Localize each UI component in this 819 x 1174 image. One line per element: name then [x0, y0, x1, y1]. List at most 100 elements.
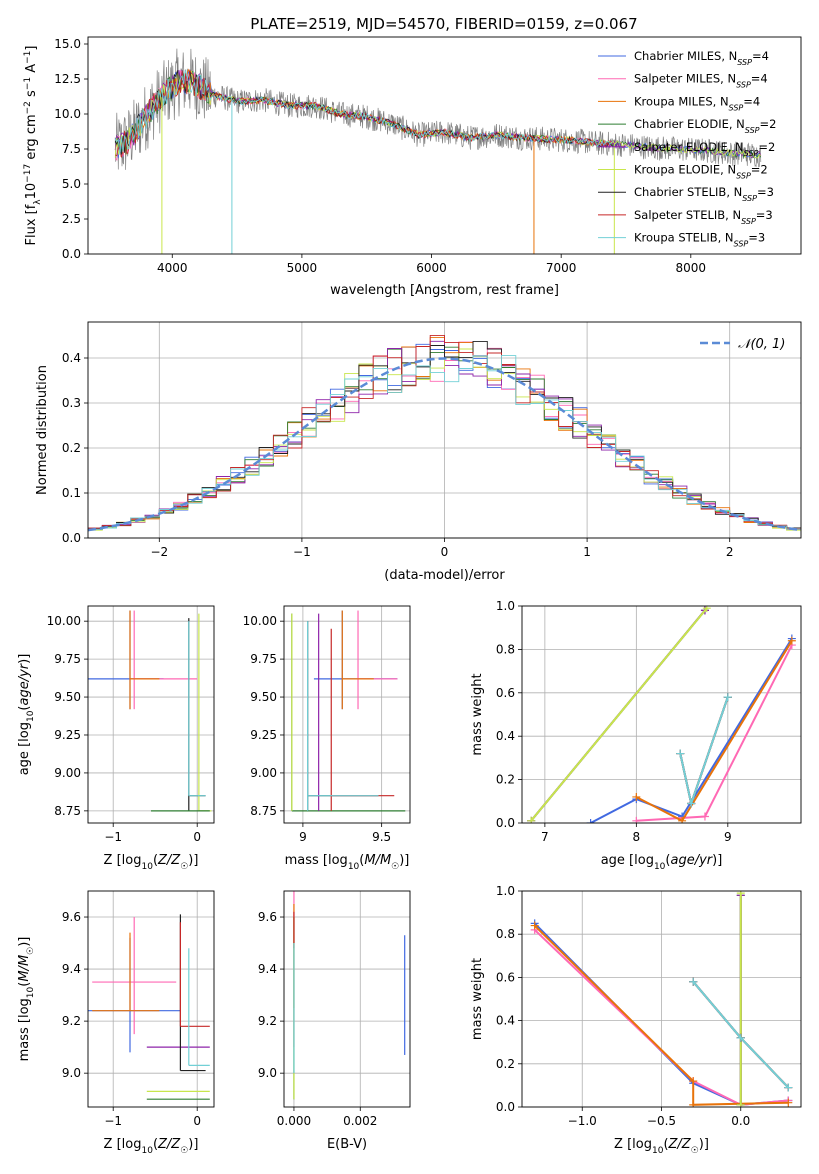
spectrum-xtick-label: 4000 [157, 261, 188, 275]
residuals-xtick-label: 0 [441, 545, 449, 559]
mass_vs_ebv-ytick-label: 9.2 [258, 1014, 277, 1028]
residuals-ytick-label: 0.0 [62, 531, 81, 545]
age_vs_mass-ytick-label: 8.75 [250, 804, 277, 818]
weight_vs_age-ytick-label: 1.0 [496, 599, 515, 613]
weight-marker [527, 816, 536, 823]
weight-marker [700, 812, 709, 821]
age_vs_mass-axes: 9 9.5 8.75 9.00 9.25 9.50 9.75 10.00 [243, 606, 410, 844]
weight_vs_Z-ytick-label: 0.4 [496, 1014, 515, 1028]
gaussian-curve [88, 357, 801, 532]
mass_vs_ebv-ytick-label: 9.0 [258, 1066, 277, 1080]
mass_vs_ebv-ytick-label: 9.6 [258, 910, 277, 924]
weight_vs_age-ytick-label: 0.8 [496, 642, 515, 656]
age_vs_mass-xlabel: mass [log10(M/M☉)] [285, 853, 410, 872]
weight_vs_age-xtick-label: 8 [633, 830, 641, 844]
mass_vs_ebv-frame [283, 890, 411, 1108]
weight_vs_Z-plot-area [530, 891, 793, 1107]
mass_vs_Z-ytick-label: 9.6 [62, 910, 81, 924]
weight-marker [736, 891, 745, 898]
residuals-ytick-label: 0.4 [62, 351, 81, 365]
weight_vs_Z-xtick-label: 0.0 [731, 1114, 750, 1128]
mass_vs_Z-frame [87, 890, 215, 1108]
weight_vs_age-xtick-label: 9 [724, 830, 732, 844]
mass_vs_ebv-axes: 0.000 0.002 9.0 9.2 9.4 9.6 [258, 891, 410, 1128]
spectrum-ylabel: Flux [fλ10−17 erg cm−2 s−1 A−1] [23, 46, 43, 246]
weight_vs_age-ytick-label: 0.4 [496, 729, 515, 743]
residuals-ytick-label: 0.1 [62, 486, 81, 500]
weight-marker [702, 606, 711, 613]
legend-entry: Chabrier ELODIE, NSSP=2 [634, 117, 776, 135]
mass_vs_ebv-xlabel: E(B-V) [327, 1137, 367, 1152]
mass_vs_Z-ytick-label: 9.2 [62, 1014, 81, 1028]
weight_vs_Z-ytick-label: 0.6 [496, 970, 515, 984]
spectrum-ytick-label: 2.5 [62, 212, 81, 226]
residuals-ytick-label: 0.2 [62, 441, 81, 455]
residuals-frame [87, 321, 802, 539]
spectrum-ytick-label: 7.5 [62, 142, 81, 156]
mass_vs_Z-ylabel: mass [log10(M/M☉)] [17, 937, 36, 1062]
weight_vs_Z-ylabel: mass weight [470, 958, 485, 1040]
legend-entry: Salpeter ELODIE, NSSP=2 [634, 140, 775, 158]
mass_vs_Z-xtick-label: 0 [193, 1114, 201, 1128]
weight_vs_Z-ytick-label: 0.2 [496, 1057, 515, 1071]
age_vs_Z-ytick-label: 9.50 [54, 690, 81, 704]
spectrum-frame [87, 36, 802, 255]
residuals-xtick-label: 1 [583, 545, 591, 559]
mass_vs_Z-axes: −1 0 9.0 9.2 9.4 9.6 [62, 891, 214, 1128]
weight_vs_age-xlabel: age [log10(age/yr)] [601, 853, 723, 872]
legend-entry: Kroupa ELODIE, NSSP=2 [634, 163, 768, 181]
weight_vs_age-frame [521, 605, 802, 824]
spectrum-ytick-label: 12.5 [54, 72, 81, 86]
mass_vs_ebv-ytick-label: 9.4 [258, 962, 277, 976]
weight_vs_age-plot-area [527, 606, 796, 823]
weight-marker [687, 799, 696, 808]
residuals-plot-area [88, 334, 801, 533]
age_vs_Z-ytick-label: 9.25 [54, 728, 81, 742]
weight-marker [723, 693, 732, 702]
spectrum-ytick-label: 5.0 [62, 177, 81, 191]
age_vs_Z-ytick-label: 8.75 [54, 804, 81, 818]
age_vs_mass-ytick-label: 9.25 [250, 728, 277, 742]
age_vs_mass-ytick-label: 9.00 [250, 766, 277, 780]
weight-marker [678, 816, 687, 823]
spectrum-xtick-label: 8000 [676, 261, 707, 275]
weight-marker [787, 636, 796, 645]
weight-line [530, 607, 708, 822]
residuals-ytick-label: 0.3 [62, 396, 81, 410]
spectrum-ytick-label: 10.0 [54, 107, 81, 121]
weight_vs_Z-xlabel: Z [log10(Z/Z☉)] [614, 1137, 709, 1156]
spectrum-plot-area [114, 48, 762, 254]
spectrum-ytick-label: 0.0 [62, 247, 81, 261]
age_vs_Z-axes: −1 0 8.75 9.00 9.25 9.50 9.75 10.00 [47, 606, 214, 844]
figure-title: PLATE=2519, MJD=54570, FIBERID=0159, z=0… [250, 15, 637, 33]
weight_vs_age-ytick-label: 0.6 [496, 686, 515, 700]
mass_vs_ebv-plot-area [293, 891, 406, 1100]
age_vs_Z-frame [87, 605, 215, 824]
weight_vs_Z-ytick-label: 0.8 [496, 927, 515, 941]
spectrum-ytick-label: 15.0 [54, 37, 81, 51]
mass_vs_ebv-xtick-label: 0.002 [343, 1114, 377, 1128]
legend-entry: Kroupa STELIB, NSSP=3 [634, 231, 765, 249]
weight-marker [586, 819, 595, 823]
age_vs_Z-ytick-label: 9.75 [54, 652, 81, 666]
gaussian-legend-label: 𝒩(0, 1) [738, 337, 785, 352]
age_vs_mass-ytick-label: 9.50 [250, 690, 277, 704]
age_vs_mass-frame [283, 605, 411, 824]
weight_vs_Z-xtick-label: −0.5 [647, 1114, 676, 1128]
spectrum-xlabel: wavelength [Angstrom, rest frame] [330, 283, 559, 298]
mass_vs_Z-grid [88, 891, 214, 1107]
weight_vs_age-xtick-label: 7 [541, 830, 549, 844]
age_vs_mass-ytick-label: 9.75 [250, 652, 277, 666]
mass_vs_Z-ytick-label: 9.4 [62, 962, 81, 976]
residuals-xtick-label: −2 [150, 545, 168, 559]
weight-marker [736, 1100, 745, 1107]
weight_vs_age-ylabel: mass weight [470, 673, 485, 755]
age_vs_mass-xtick-label: 9 [299, 830, 307, 844]
residuals-xlabel: (data-model)/error [384, 568, 505, 583]
weight-marker [736, 1033, 745, 1042]
residuals-ylabel: Normed distribution [35, 365, 50, 495]
weight-marker [676, 749, 685, 758]
mass_vs_Z-xtick-label: −1 [104, 1114, 122, 1128]
age_vs_Z-grid [88, 606, 214, 823]
weight_vs_Z-xtick-label: −1.0 [568, 1114, 597, 1128]
